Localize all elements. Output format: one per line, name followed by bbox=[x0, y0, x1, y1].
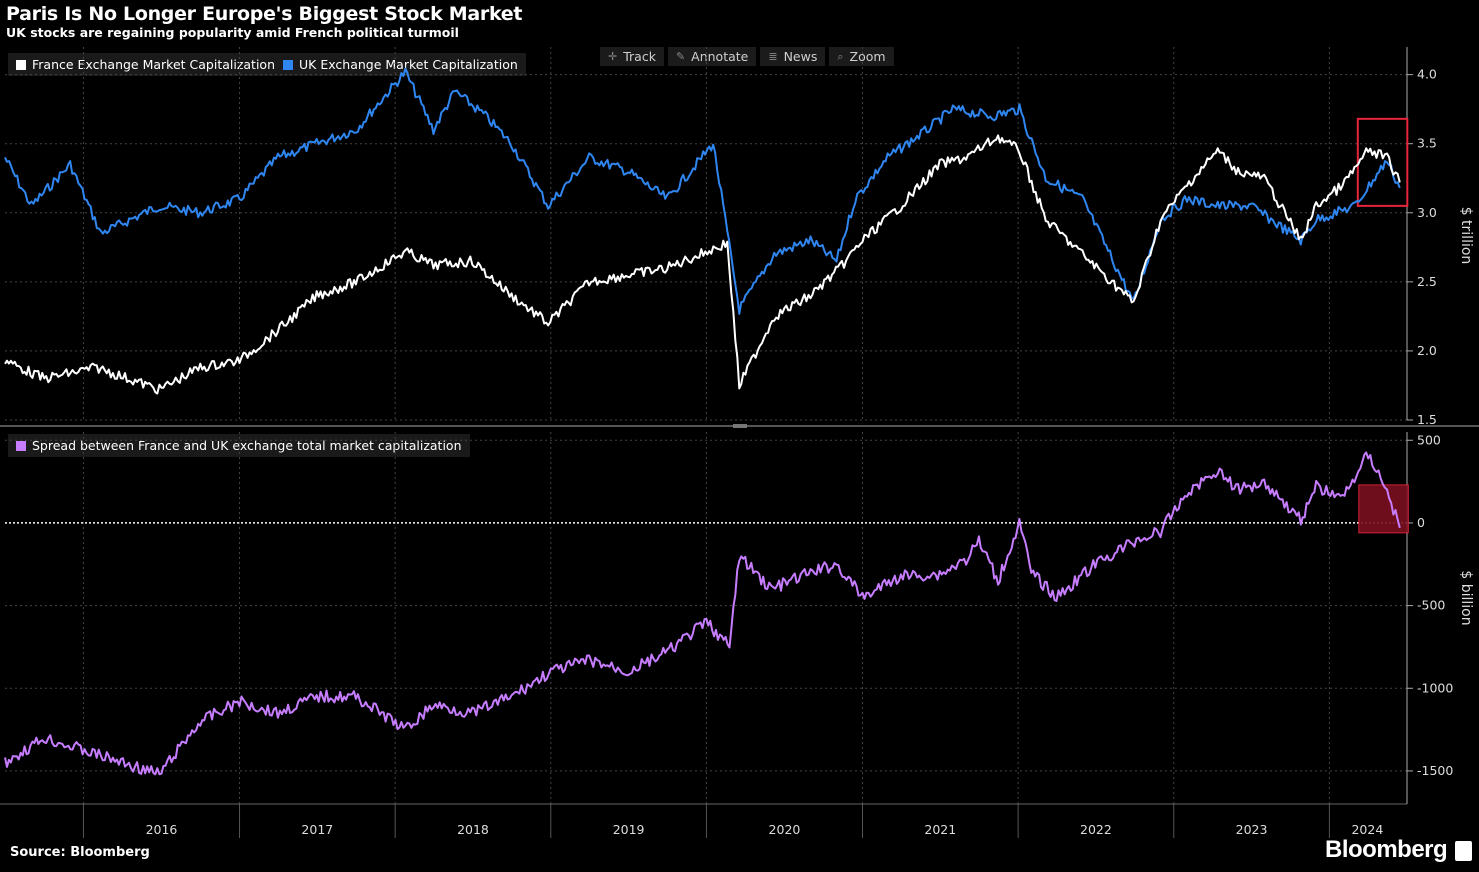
y-tick-label-top: 2.0 bbox=[1417, 343, 1437, 358]
spread-line bbox=[4, 451, 1401, 776]
y-tick-label-bottom: 0 bbox=[1417, 515, 1425, 530]
news-icon: ≣ bbox=[768, 50, 778, 63]
annotate-button[interactable]: ✎ Annotate bbox=[667, 47, 757, 66]
panel-resize-handle bbox=[733, 424, 747, 428]
x-tick-label: 2018 bbox=[457, 822, 489, 837]
x-tick-label: 2023 bbox=[1236, 822, 1268, 837]
chart-subtitle: UK stocks are regaining popularity amid … bbox=[6, 25, 459, 40]
highlight-box-bottom bbox=[1358, 484, 1409, 534]
news-label: News bbox=[783, 49, 818, 64]
france-market-cap-line bbox=[4, 134, 1401, 395]
zoom-label: Zoom bbox=[849, 49, 886, 64]
zoom-icon: ⌕ bbox=[837, 49, 844, 63]
legend-item-france[interactable]: France Exchange Market Capitalization bbox=[16, 57, 275, 72]
y-tick-label-top: 3.5 bbox=[1417, 136, 1437, 151]
uk-market-cap-line bbox=[4, 67, 1401, 315]
x-tick-label: 2017 bbox=[301, 822, 333, 837]
news-button[interactable]: ≣ News bbox=[760, 47, 826, 66]
top-legend: France Exchange Market Capitalization UK… bbox=[8, 53, 526, 76]
y-tick-label-bottom: -500 bbox=[1417, 598, 1445, 613]
zoom-button[interactable]: ⌕ Zoom bbox=[829, 47, 894, 66]
bloomberg-terminal-icon bbox=[1455, 841, 1472, 861]
chart-toolbar: ✛ Track ✎ Annotate ≣ News ⌕ Zoom bbox=[600, 47, 894, 66]
pencil-icon: ✎ bbox=[675, 50, 686, 63]
legend-label-france: France Exchange Market Capitalization bbox=[32, 57, 275, 72]
legend-swatch-france bbox=[16, 59, 26, 70]
y-tick-label-bottom: -1500 bbox=[1417, 763, 1453, 778]
x-tick-label: 2016 bbox=[146, 822, 178, 837]
legend-swatch-uk bbox=[283, 59, 293, 70]
x-tick-label: 2021 bbox=[924, 822, 956, 837]
x-tick-label: 2022 bbox=[1080, 822, 1112, 837]
y-axis-title-top: $ trillion bbox=[1458, 207, 1474, 265]
legend-item-spread[interactable]: Spread between France and UK exchange to… bbox=[16, 438, 462, 453]
legend-label-uk: UK Exchange Market Capitalization bbox=[299, 57, 518, 72]
y-axis-title-bottom: $ billion bbox=[1458, 570, 1474, 625]
brand-logo: Bloomberg bbox=[1325, 836, 1448, 863]
y-tick-label-top: 3.0 bbox=[1417, 205, 1437, 220]
x-tick-label: 2020 bbox=[769, 822, 801, 837]
y-tick-label-top: 2.5 bbox=[1417, 274, 1437, 289]
x-tick-label: 2019 bbox=[613, 822, 645, 837]
annotate-label: Annotate bbox=[691, 49, 749, 64]
source-note: Source: Bloomberg bbox=[10, 845, 150, 860]
highlight-box-top bbox=[1356, 117, 1409, 207]
y-tick-label-top: 4.0 bbox=[1417, 67, 1437, 82]
chart-title: Paris Is No Longer Europe's Biggest Stoc… bbox=[6, 3, 523, 25]
legend-item-uk[interactable]: UK Exchange Market Capitalization bbox=[283, 57, 518, 72]
y-tick-label-top: 1.5 bbox=[1417, 412, 1437, 427]
track-button[interactable]: ✛ Track bbox=[600, 47, 664, 66]
legend-swatch-spread bbox=[16, 440, 26, 451]
legend-label-spread: Spread between France and UK exchange to… bbox=[32, 438, 462, 453]
bottom-legend: Spread between France and UK exchange to… bbox=[8, 434, 470, 457]
crosshair-icon: ✛ bbox=[608, 50, 618, 63]
y-tick-label-bottom: 500 bbox=[1417, 432, 1441, 447]
x-tick-label: 2024 bbox=[1351, 822, 1383, 837]
y-tick-label-bottom: -1000 bbox=[1417, 680, 1453, 695]
track-label: Track bbox=[623, 49, 656, 64]
